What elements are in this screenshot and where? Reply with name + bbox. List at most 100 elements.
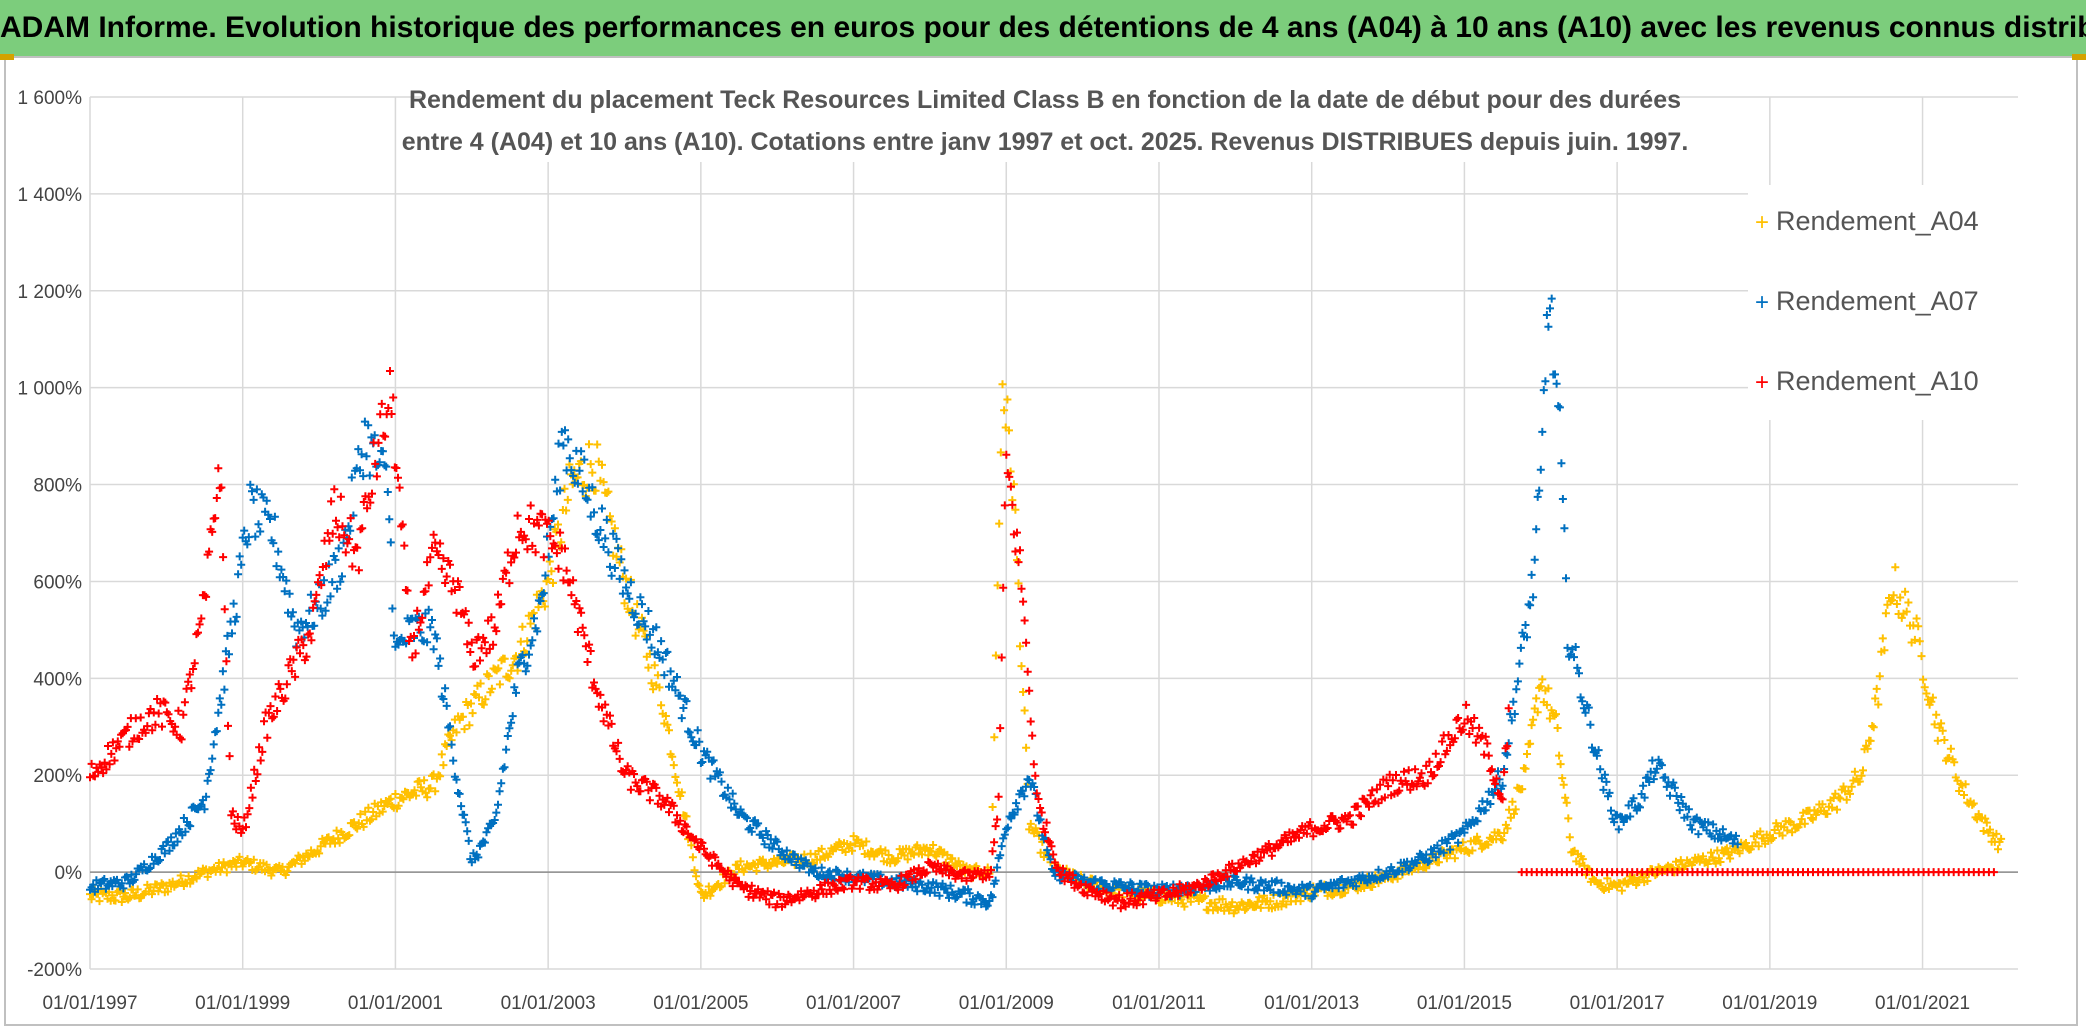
scatter-point — [556, 528, 565, 537]
scatter-point — [251, 532, 260, 541]
scatter-point — [523, 545, 532, 554]
scatter-point — [811, 894, 820, 903]
scatter-point — [442, 742, 451, 750]
scatter-point — [741, 812, 750, 821]
scatter-point — [1808, 815, 1817, 824]
scatter-point — [614, 738, 623, 747]
scatter-point — [273, 707, 282, 715]
scatter-point — [1406, 864, 1415, 872]
scatter-point — [1215, 884, 1224, 893]
scatter-point — [746, 887, 755, 895]
scatter-point — [1754, 842, 1763, 851]
scatter-point — [364, 803, 373, 812]
scatter-point — [703, 747, 712, 756]
scatter-point — [115, 742, 124, 751]
scatter-point — [612, 534, 621, 543]
scatter-point — [671, 773, 680, 781]
scatter-point — [1657, 761, 1666, 770]
scatter-point — [1536, 465, 1545, 474]
scatter-point — [1871, 694, 1880, 703]
scatter-point — [1016, 546, 1024, 555]
y-tick-label: 200% — [33, 766, 82, 787]
scatter-point — [343, 539, 352, 548]
scatter-point — [494, 800, 502, 809]
scatter-point — [1126, 894, 1135, 903]
scatter-point — [1823, 809, 1832, 818]
scatter-point — [1575, 669, 1583, 678]
scatter-point — [530, 614, 538, 623]
scatter-point — [671, 686, 680, 695]
legend-background — [1748, 185, 2018, 420]
scatter-point — [1552, 379, 1561, 388]
scatter-point — [489, 640, 498, 649]
scatter-point — [727, 870, 736, 879]
scatter-point — [987, 866, 995, 875]
scatter-point — [832, 885, 841, 894]
scatter-point — [1892, 600, 1901, 608]
scatter-point — [225, 752, 234, 761]
scatter-point — [1600, 770, 1609, 779]
scatter-point — [358, 524, 367, 533]
scatter-point — [1366, 791, 1375, 800]
scatter-point — [214, 708, 223, 717]
scatter-point — [227, 811, 236, 820]
scatter-point — [590, 508, 598, 517]
scatter-point — [1002, 450, 1011, 459]
scatter-point — [1927, 697, 1936, 706]
scatter-point — [1442, 746, 1451, 755]
scatter-point — [1425, 856, 1434, 865]
scatter-point — [1584, 703, 1593, 712]
scatter-point — [394, 801, 403, 810]
scatter-point — [692, 872, 701, 881]
scatter-point — [333, 584, 342, 593]
scatter-point — [652, 783, 661, 792]
scatter-point — [460, 725, 469, 734]
scatter-point — [1020, 792, 1029, 801]
scatter-point — [513, 511, 522, 520]
scatter-point — [1968, 800, 1977, 809]
scatter-point — [1503, 824, 1512, 833]
scatter-point — [1454, 714, 1463, 722]
scatter-point — [988, 847, 997, 856]
scatter-point — [1559, 780, 1568, 789]
scatter-point — [335, 838, 344, 847]
scatter-point — [1869, 723, 1878, 732]
scatter-point — [875, 882, 883, 890]
scatter-point — [184, 677, 193, 686]
scatter-point — [1264, 840, 1273, 848]
scatter-point — [696, 887, 705, 896]
scatter-point — [297, 635, 306, 644]
scatter-point — [849, 881, 858, 890]
scatter-point — [414, 625, 423, 634]
scatter-point — [523, 661, 532, 670]
scatter-point — [588, 468, 597, 477]
scatter-point — [840, 885, 848, 894]
chart-frame — [4, 56, 2078, 1026]
scatter-point — [432, 547, 441, 556]
scatter-point — [400, 541, 409, 550]
scatter-point — [1000, 830, 1009, 839]
scatter-point — [1433, 841, 1442, 850]
scatter-point — [1961, 780, 1970, 789]
scatter-point — [1527, 721, 1536, 730]
scatter-point — [1017, 584, 1026, 593]
scatter-point — [945, 871, 953, 880]
scatter-point — [197, 800, 206, 809]
scatter-point — [1039, 835, 1048, 844]
scatter-point — [1430, 771, 1439, 780]
scatter-point — [500, 654, 509, 663]
scatter-point — [1989, 868, 1998, 877]
scatter-point — [1102, 880, 1111, 888]
scatter-point — [300, 856, 309, 865]
scatter-point — [991, 651, 1000, 660]
scatter-point — [580, 631, 589, 640]
scatter-point — [1002, 825, 1011, 834]
scatter-point — [1503, 750, 1512, 759]
x-tick-label: 01/01/2021 — [1875, 993, 1970, 1014]
scatter-point — [1684, 805, 1693, 814]
chart-title-line-1: Rendement du placement Teck Resources Li… — [409, 86, 1681, 114]
scatter-point — [455, 583, 464, 591]
scatter-point — [1521, 764, 1530, 773]
scatter-point — [1982, 818, 1991, 827]
scatter-point — [623, 762, 632, 771]
